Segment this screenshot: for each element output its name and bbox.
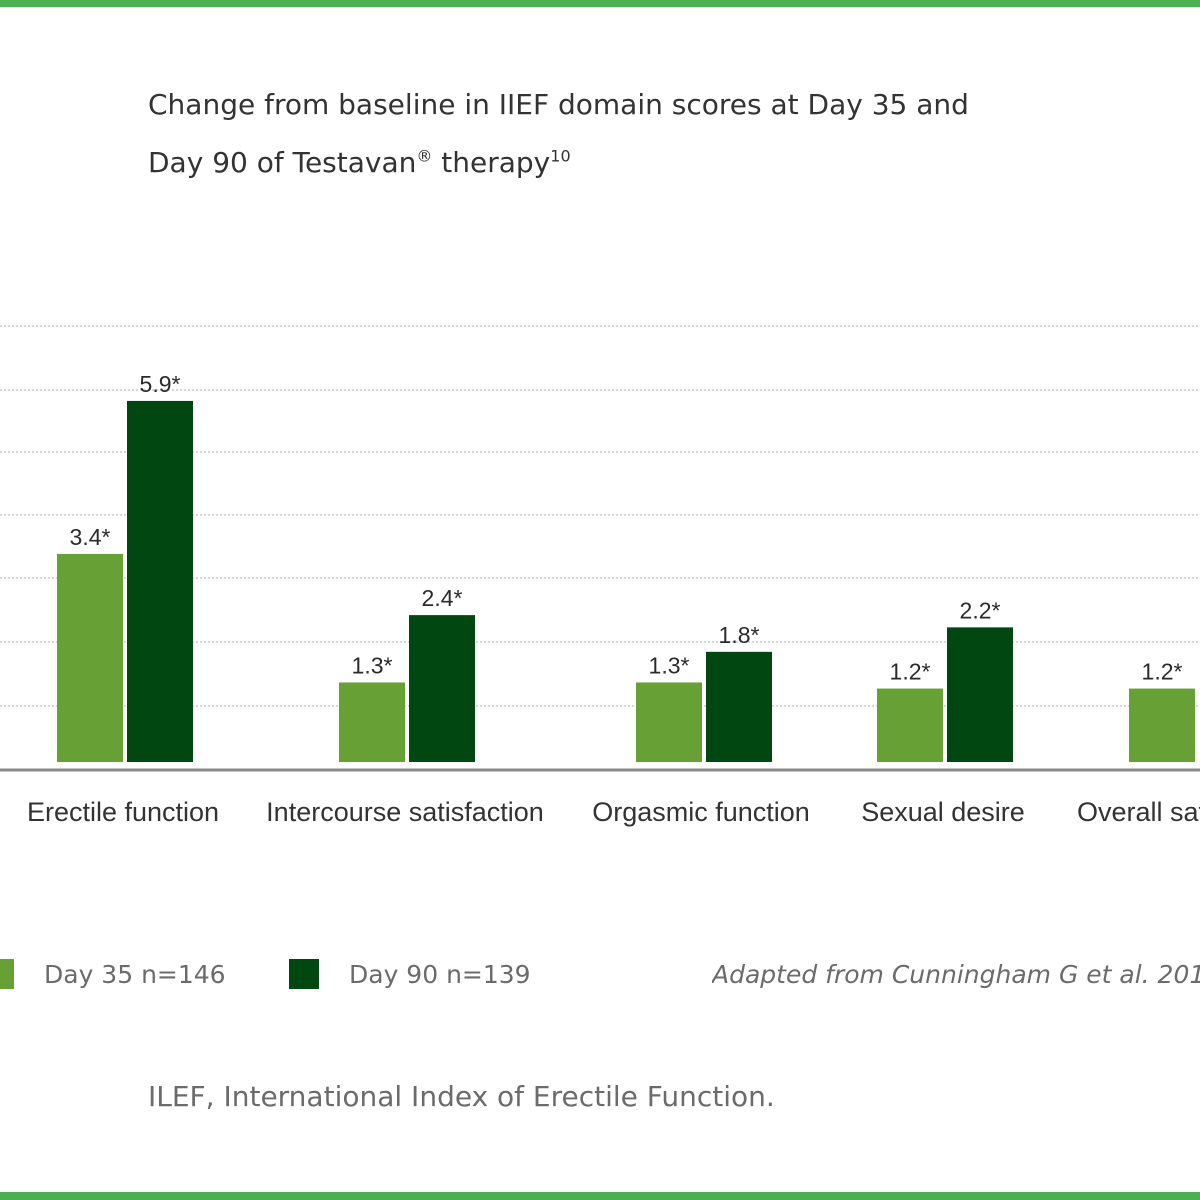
value-label-day90-0: 5.9*: [140, 371, 181, 397]
legend-swatch-day90: [289, 959, 319, 989]
bar-day35-1: [339, 682, 405, 762]
category-label-4: Overall satisfaction: [1077, 797, 1200, 827]
legend-item-day90: Day 90 n=139: [289, 958, 531, 990]
value-label-day90-3: 2.2*: [960, 597, 1001, 623]
value-label-day35-2: 1.3*: [649, 652, 690, 678]
value-label-day35-1: 1.3*: [352, 652, 393, 678]
bars: [57, 400, 1195, 762]
legend-label-day90: Day 90 n=139: [349, 959, 531, 989]
value-label-day90-2: 1.8*: [719, 622, 760, 648]
legend-label-day35: Day 35 n=146: [44, 959, 226, 989]
legend-swatch-day35: [0, 959, 14, 989]
bar-day35-3: [877, 688, 943, 762]
value-labels: 3.4* 1.3* 1.3* 1.2* 1.2* 5.9* 2.4* 1.8* 2.2*: [70, 371, 1183, 685]
bar-day35-2: [636, 682, 702, 762]
top-border: [0, 0, 1200, 7]
legend-item-day35: Day 35 n=146: [0, 958, 226, 990]
value-label-day90-1: 2.4*: [422, 585, 463, 611]
category-label-3: Sexual desire: [861, 797, 1025, 827]
source-note: Adapted from Cunningham G et al. 2017: [712, 960, 1200, 989]
bar-chart: 3.4* 1.3* 1.3* 1.2* 1.2* 5.9* 2.4* 1.8* 2.2* Ere…: [0, 325, 1200, 827]
category-label-1: Intercourse satisfaction: [266, 797, 544, 827]
bar-day90-0: [127, 400, 193, 762]
category-label-2: Orgasmic function: [592, 797, 810, 827]
value-label-day35-0: 3.4*: [70, 524, 111, 550]
bar-day35-4: [1129, 688, 1195, 762]
footnote: ILEF, International Index of Erectile Fu…: [148, 1080, 775, 1113]
value-label-day35-4: 1.2*: [1142, 659, 1183, 685]
bar-day90-3: [947, 627, 1013, 762]
gridlines: [0, 325, 1200, 707]
bottom-border: [0, 1192, 1200, 1200]
bar-day90-2: [706, 651, 772, 762]
bar-day90-1: [409, 615, 475, 762]
bar-day35-0: [57, 553, 123, 762]
value-label-day35-3: 1.2*: [890, 659, 931, 685]
category-label-0: Erectile function: [27, 797, 219, 827]
chart-title: Change from baseline in IIEF domain scor…: [148, 88, 969, 179]
category-labels: Erectile function Intercourse satisfactio…: [27, 797, 1200, 827]
